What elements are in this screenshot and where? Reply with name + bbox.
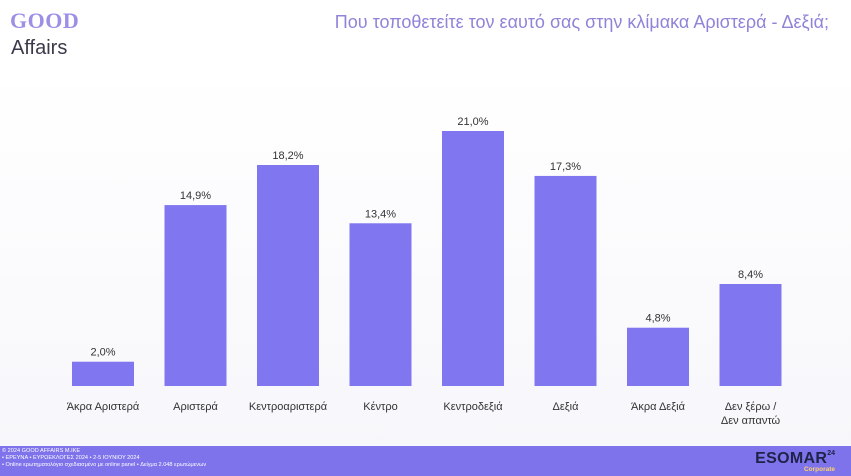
category-label: Δεν ξέρω / Δεν απαντώ bbox=[721, 401, 781, 427]
bar bbox=[442, 131, 504, 386]
footer-bar: © 2024 GOOD AFFAIRS M.IKE • ΕΡΕΥΝΑ • ΕΥΡ… bbox=[0, 446, 851, 476]
logo-good: GOOD bbox=[10, 8, 80, 33]
bar bbox=[719, 284, 782, 386]
logo: GOOD Affairs bbox=[10, 8, 110, 64]
bar-chart: 2,0% Άκρα Αριστερά 14,9% Αριστερά 18,2% Κεντρ… bbox=[67, 116, 782, 427]
bar bbox=[257, 165, 319, 386]
category-label: Κέντρο bbox=[363, 401, 397, 413]
data-label: 8,4% bbox=[738, 269, 763, 281]
data-label: 13,4% bbox=[365, 208, 396, 220]
footer-notes: © 2024 GOOD AFFAIRS M.IKE • ΕΡΕΥΝΑ • ΕΥΡ… bbox=[2, 448, 206, 469]
data-label: 14,9% bbox=[180, 190, 211, 202]
footer-line: © 2024 GOOD AFFAIRS M.IKE bbox=[2, 448, 81, 454]
footer-line: • ΕΡΕΥΝΑ • ΕΥΡΩΕΚΛΟΓΕΣ 2024 • 2-5 ΙΟΥΝΙΟ… bbox=[2, 455, 140, 461]
category-label: Άκρα Αριστερά bbox=[67, 401, 140, 413]
plot-background bbox=[0, 70, 851, 450]
bar bbox=[72, 361, 134, 386]
footer-line: • Online ερωτηματολόγιο σχεδιασμένο με o… bbox=[2, 462, 207, 468]
esomar-sub: Corporate bbox=[803, 466, 835, 473]
esomar-word: ESOMAR bbox=[755, 450, 828, 467]
bar bbox=[627, 327, 689, 386]
esomar-sup: 24 bbox=[827, 450, 835, 457]
data-label: 17,3% bbox=[550, 161, 581, 173]
logo-affairs: Affairs bbox=[11, 37, 68, 59]
category-label: Άκρα Δεξιά bbox=[631, 401, 686, 413]
data-label: 4,8% bbox=[645, 313, 670, 325]
bar bbox=[164, 205, 227, 386]
esomar-logo: ESOMAR24 Corporate bbox=[755, 450, 835, 473]
bar bbox=[349, 223, 412, 386]
data-label: 21,0% bbox=[457, 116, 488, 128]
category-label: Δεξιά bbox=[553, 401, 580, 413]
data-label: 2,0% bbox=[90, 347, 115, 359]
chart-title: Που τοποθετείτε τον εαυτό σας στην κλίμα… bbox=[334, 12, 829, 32]
data-label: 18,2% bbox=[272, 150, 303, 162]
category-label: Αριστερά bbox=[173, 401, 218, 413]
category-label: Κεντροαριστερά bbox=[249, 401, 328, 413]
category-label: Κεντροδεξιά bbox=[443, 401, 503, 413]
bar bbox=[534, 175, 597, 386]
